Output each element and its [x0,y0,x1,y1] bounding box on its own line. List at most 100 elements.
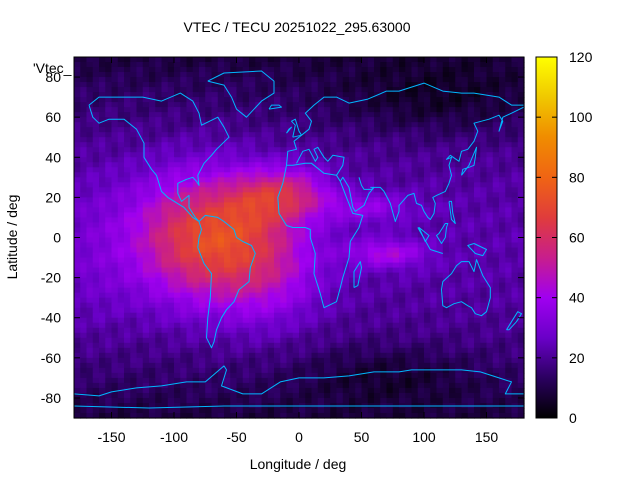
heatmap-cell [467,312,475,319]
heatmap-cell [130,197,138,204]
heatmap-cell [211,147,219,153]
heatmap-cell [286,342,294,349]
heatmap-cell [280,382,288,389]
heatmap-cell [492,102,500,108]
heatmap-cell [361,307,369,314]
heatmap-cell [99,367,106,374]
heatmap-cell [230,232,238,239]
heatmap-cell [424,217,431,224]
heatmap-cell [324,397,331,404]
heatmap-cell [342,82,350,88]
heatmap-cell [442,57,450,63]
heatmap-cell [292,132,300,138]
heatmap-cell [324,132,331,138]
heatmap-cell [349,132,356,138]
heatmap-cell [192,207,200,214]
heatmap-cell [230,282,238,289]
heatmap-cell [336,157,344,163]
heatmap-cell [399,197,406,204]
heatmap-cell [205,72,213,78]
heatmap-cell [142,317,150,324]
heatmap-cell [436,252,444,259]
heatmap-cell [155,222,163,229]
heatmap-cell [80,362,88,369]
heatmap-cell [286,217,294,224]
heatmap-cell [442,372,450,379]
heatmap-cell [367,202,375,209]
heatmap-cell [211,127,219,133]
heatmap-cell [186,377,194,384]
heatmap-cell [124,377,131,384]
heatmap-cell [111,57,119,63]
heatmap-cell [149,392,156,399]
heatmap-cell [405,297,413,304]
heatmap-cell [124,192,131,198]
heatmap-cell [505,147,513,153]
heatmap-cell [236,282,244,289]
heatmap-cell [399,222,406,229]
heatmap-cell [399,357,406,364]
heatmap-cell [386,362,394,369]
heatmap-cell [105,272,113,279]
heatmap-cell [224,182,231,188]
heatmap-cell [505,77,513,83]
heatmap-cell [455,57,463,63]
heatmap-cell [511,377,519,384]
heatmap-cell [317,212,325,219]
heatmap-cell [349,192,356,198]
heatmap-cell [105,182,113,188]
heatmap-cell [130,347,138,354]
heatmap-cell [480,347,488,354]
heatmap-cell [305,362,313,369]
heatmap-cell [380,362,388,369]
heatmap-cell [174,147,181,153]
heatmap-cell [467,317,475,324]
heatmap-cell [417,277,425,284]
heatmap-cell [417,367,425,374]
heatmap-cell [224,192,231,198]
heatmap-cell [86,247,94,254]
heatmap-cell [324,67,331,73]
heatmap-cell [355,72,363,78]
heatmap-cell [517,87,525,93]
heatmap-cell [99,102,106,108]
heatmap-cell [336,327,344,334]
heatmap-cell [80,382,88,389]
heatmap-cell [286,387,294,394]
heatmap-cell [461,82,469,88]
heatmap-cell [105,77,113,83]
heatmap-cell [242,127,250,133]
heatmap-cell [505,232,513,239]
heatmap-cell [117,147,125,153]
heatmap-cell [92,402,100,409]
heatmap-cell [136,82,144,88]
heatmap-cell [217,177,225,183]
heatmap-cell [261,332,269,339]
heatmap-cell [280,222,288,229]
heatmap-cell [455,377,463,384]
heatmap-cell [111,282,119,289]
heatmap-cell [317,377,325,384]
heatmap-cell [317,322,325,329]
heatmap-cell [355,167,363,173]
heatmap-cell [274,287,281,294]
heatmap-cell [255,122,263,128]
heatmap-cell [374,87,381,93]
heatmap-cell [292,72,300,78]
heatmap-cell [405,137,413,143]
heatmap-cell [292,102,300,108]
heatmap-cell [411,232,419,239]
heatmap-cell [280,352,288,359]
heatmap-cell [299,397,306,404]
heatmap-cell [424,397,431,404]
heatmap-cell [499,127,506,133]
heatmap-cell [511,202,519,209]
heatmap-cell [474,222,481,229]
heatmap-cell [349,102,356,108]
heatmap-cell [461,297,469,304]
heatmap-cell [280,197,288,204]
heatmap-cell [499,177,506,183]
heatmap-cell [199,232,206,239]
heatmap-cell [86,167,94,173]
heatmap-cell [249,137,256,143]
